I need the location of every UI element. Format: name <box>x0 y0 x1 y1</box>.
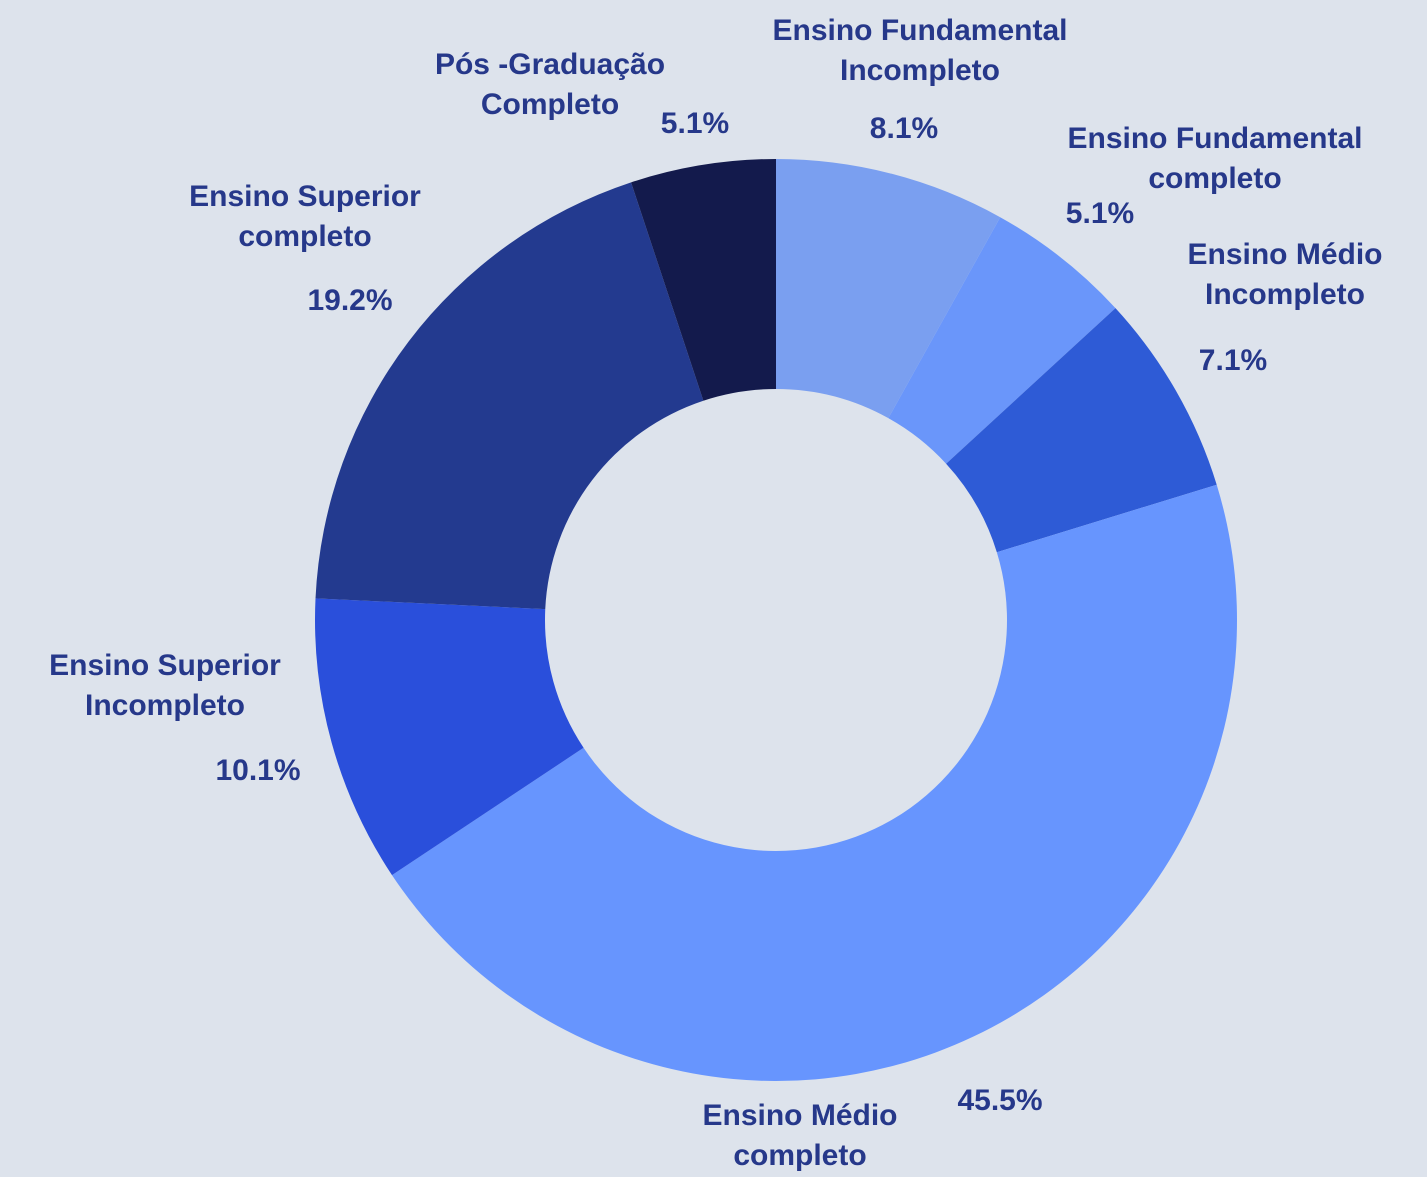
value-label: 8.1% <box>870 112 938 145</box>
value-label: 5.1% <box>1066 197 1134 230</box>
donut-slice <box>315 598 584 876</box>
donut-slice <box>315 182 704 610</box>
category-label: Ensino Fundamental Incompleto <box>772 14 1067 87</box>
category-label: Ensino Superior completo <box>189 180 421 253</box>
donut-slice <box>946 308 1217 553</box>
donut-slice <box>776 159 1001 419</box>
value-label: 10.1% <box>215 754 300 787</box>
value-label: 5.1% <box>661 107 729 140</box>
category-label: Pós -Graduação Completo <box>435 48 665 121</box>
value-label: 19.2% <box>307 284 392 317</box>
category-label: Ensino Superior Incompleto <box>49 649 281 722</box>
donut-slice <box>888 217 1116 464</box>
value-label: 7.1% <box>1199 344 1267 377</box>
category-label: Ensino Fundamental completo <box>1067 122 1362 195</box>
category-label: Ensino Médio completo <box>703 1099 898 1172</box>
donut-slice <box>631 159 776 401</box>
category-label: Ensino Médio Incompleto <box>1188 238 1383 311</box>
donut-slice <box>391 484 1237 1082</box>
value-label: 45.5% <box>957 1084 1042 1117</box>
